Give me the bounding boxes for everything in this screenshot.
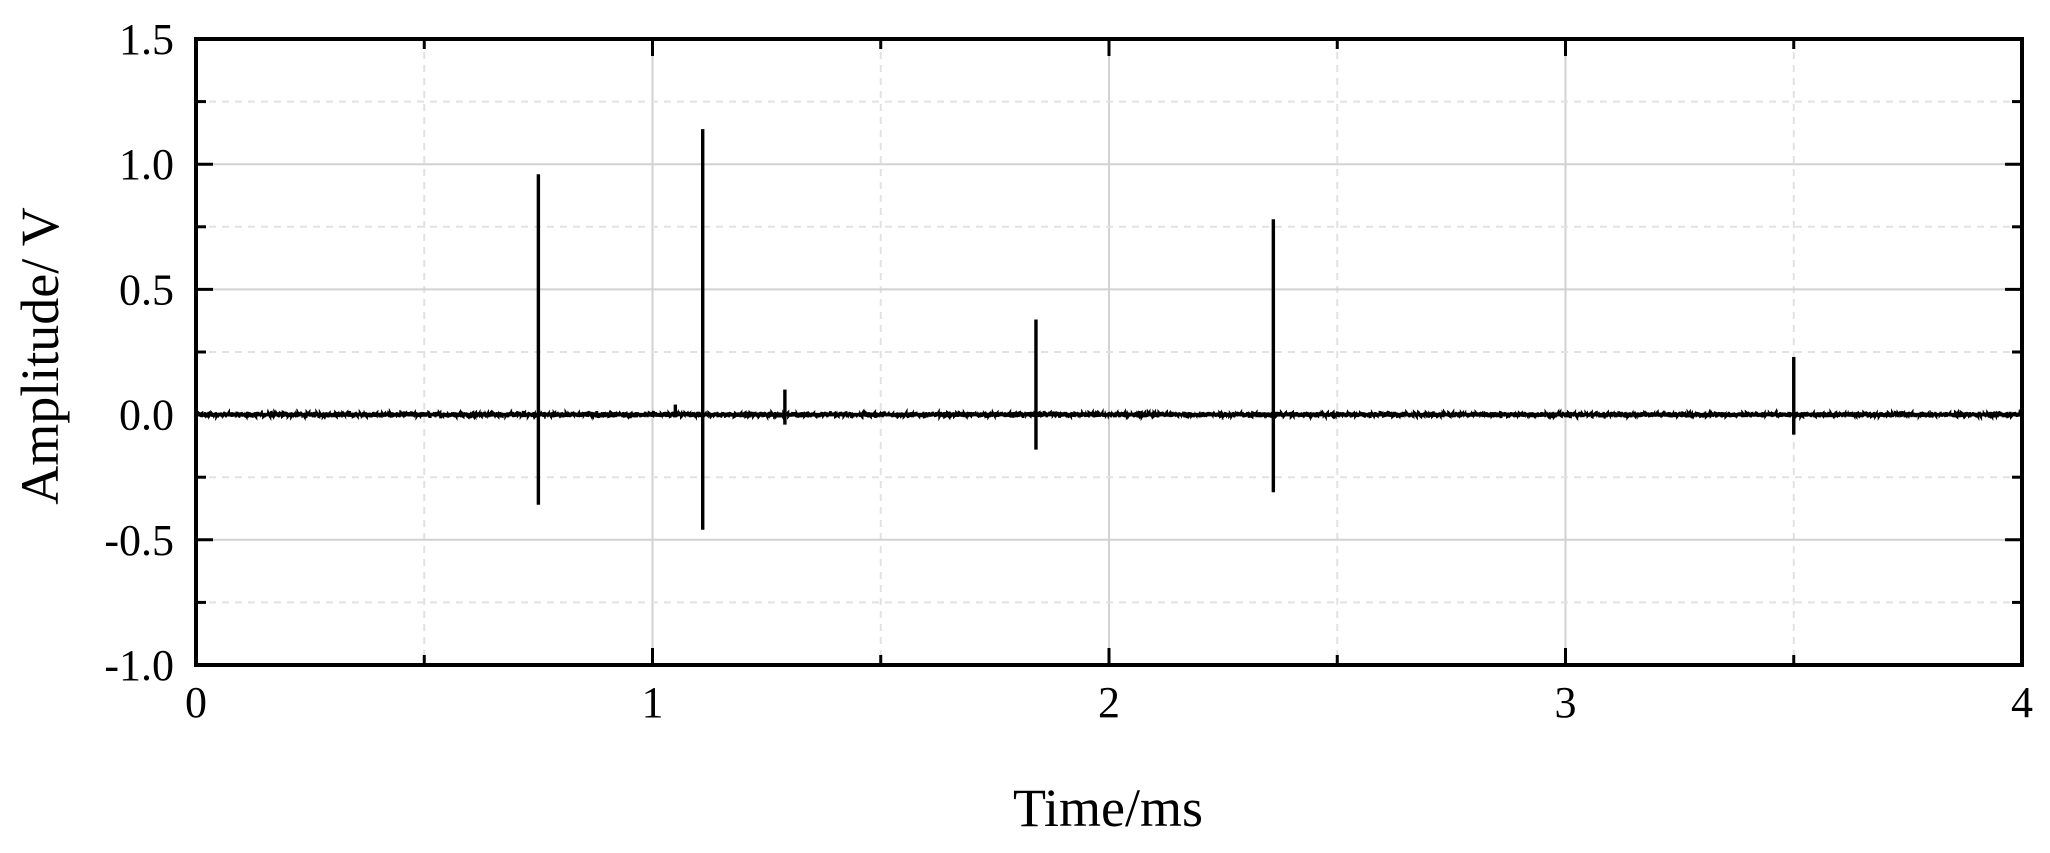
x-axis-title: Time/ms (1013, 778, 1203, 838)
y-tick-label: -0.5 (104, 516, 174, 565)
axes (194, 37, 2024, 667)
signal-baseline-core (196, 412, 2022, 417)
x-tick-label: 4 (2011, 678, 2033, 727)
y-tick-label: 1.0 (119, 140, 174, 189)
x-tick-label: 0 (185, 678, 207, 727)
x-tick-label: 1 (642, 678, 664, 727)
signal-trace (194, 129, 2023, 530)
y-axis-title: Amplitude/ V (10, 207, 70, 505)
grid (196, 39, 2022, 665)
y-tick-label: 0.0 (119, 391, 174, 440)
y-tick-label: -1.0 (104, 641, 174, 690)
tick-labels: 0 1 2 3 4 -1.0 -0.5 0.0 0.5 1.0 1.5 (104, 15, 2033, 727)
y-tick-label: 1.5 (119, 15, 174, 64)
x-tick-label: 2 (1098, 678, 1120, 727)
y-tick-label: 0.5 (119, 265, 174, 314)
x-tick-label: 3 (1555, 678, 1577, 727)
